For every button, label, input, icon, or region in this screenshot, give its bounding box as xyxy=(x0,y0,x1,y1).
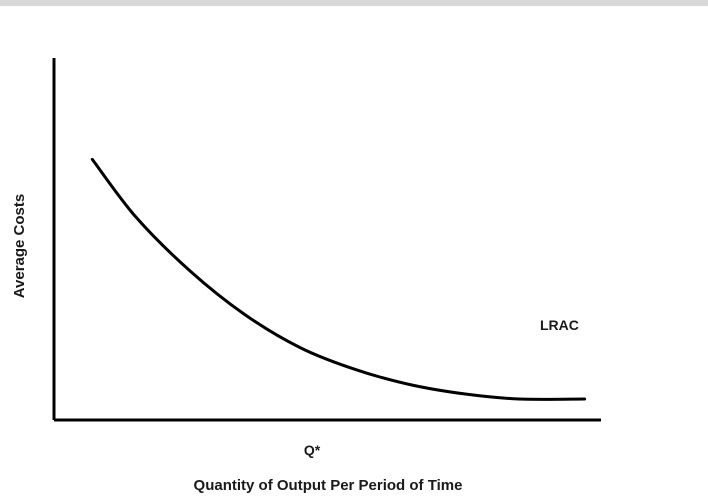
top-strip xyxy=(0,0,708,6)
series-layer xyxy=(90,157,587,401)
plot-background xyxy=(0,6,708,502)
x-tick-label-qstar: Q* xyxy=(304,442,321,458)
x-axis-label: Quantity of Output Per Period of Time xyxy=(194,477,463,494)
series-line-lrac xyxy=(90,157,587,401)
series-label-lrac: LRAC xyxy=(540,317,579,333)
y-axis-label: Average Costs xyxy=(11,194,28,299)
